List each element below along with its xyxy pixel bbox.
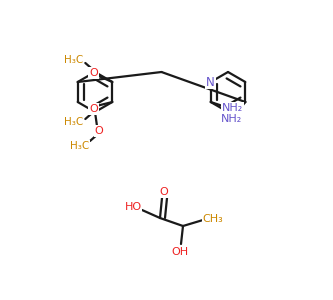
Text: O: O xyxy=(95,126,103,136)
Text: O: O xyxy=(89,104,98,114)
Text: H₃C: H₃C xyxy=(64,55,83,65)
Text: H₃C: H₃C xyxy=(70,141,90,151)
Text: OH: OH xyxy=(171,247,188,257)
Text: O: O xyxy=(160,187,168,197)
Text: CH₃: CH₃ xyxy=(202,214,223,224)
Text: HO: HO xyxy=(125,202,142,212)
Text: NH₂: NH₂ xyxy=(221,114,242,124)
Text: O: O xyxy=(89,68,98,78)
Text: NH₂: NH₂ xyxy=(222,103,243,113)
Text: N: N xyxy=(224,106,232,118)
Text: H₃C: H₃C xyxy=(64,117,83,127)
Text: N: N xyxy=(206,76,215,88)
